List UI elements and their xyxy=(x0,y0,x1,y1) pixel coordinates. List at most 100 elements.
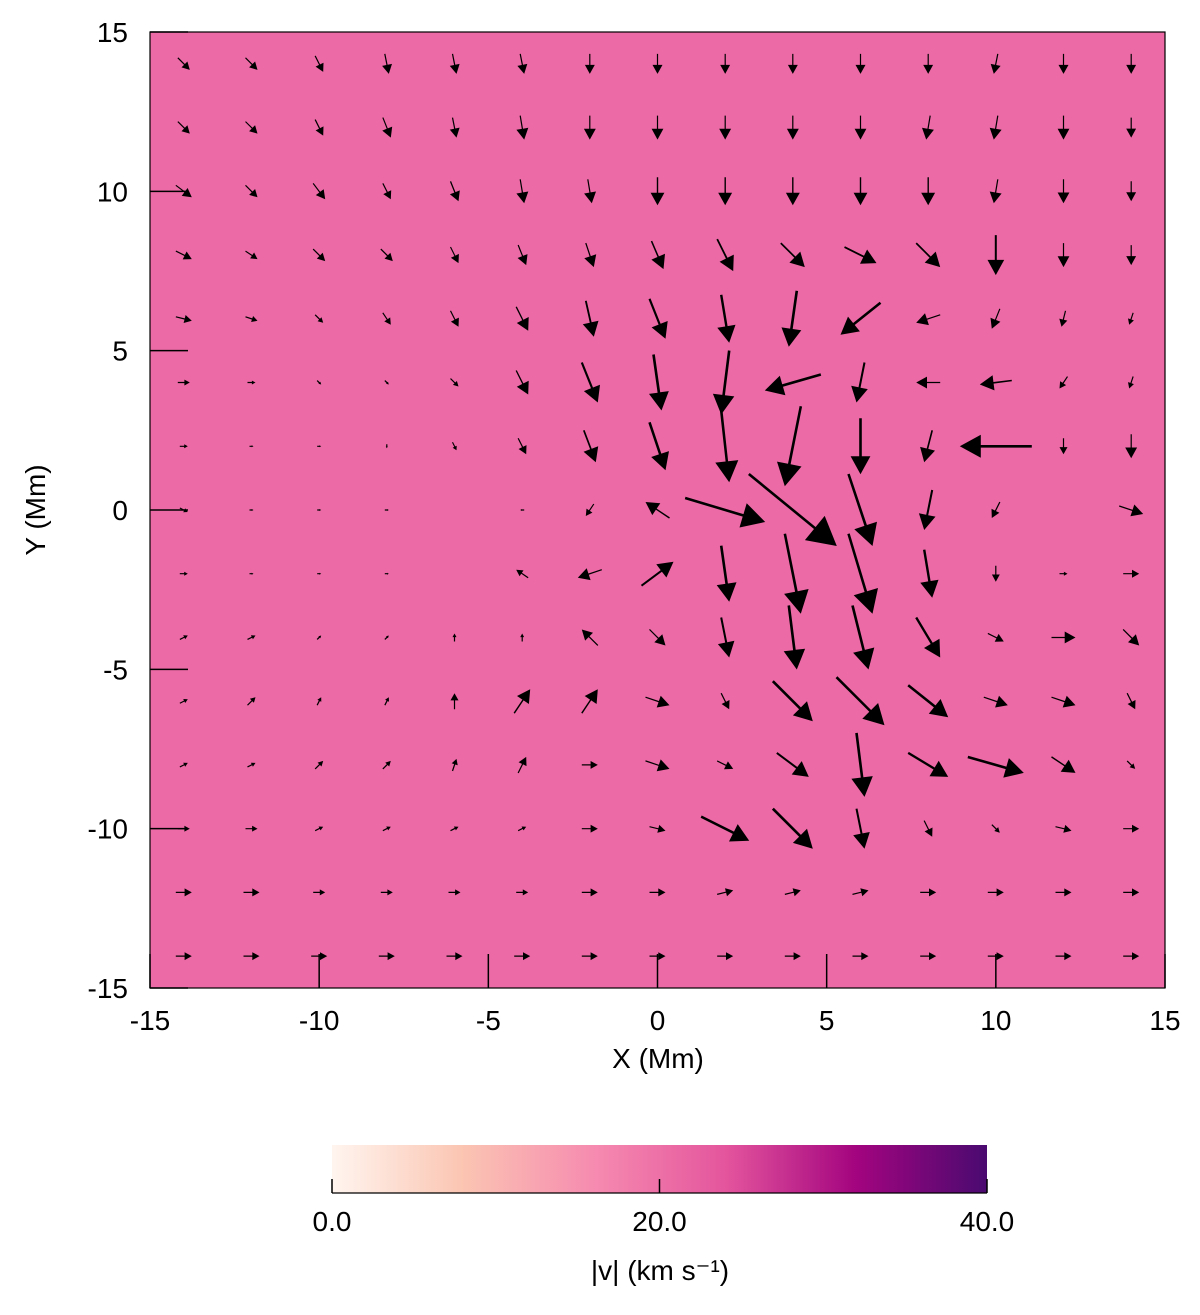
arrow xyxy=(855,53,866,74)
arrow xyxy=(314,55,324,72)
arrow xyxy=(317,509,322,511)
arrow xyxy=(649,888,666,897)
arrow xyxy=(784,888,801,897)
arrow xyxy=(583,115,596,140)
arrow xyxy=(784,952,801,961)
y-tick-label: 0 xyxy=(112,495,128,526)
arrow xyxy=(175,250,192,260)
arrow xyxy=(314,314,324,323)
arrow xyxy=(448,889,461,896)
arrow xyxy=(922,115,934,140)
x-tick-label: 15 xyxy=(1149,1005,1180,1036)
arrow xyxy=(1123,569,1140,578)
arrow xyxy=(853,808,870,849)
arrow xyxy=(1122,629,1140,646)
arrow xyxy=(385,444,388,449)
arrow xyxy=(581,761,598,769)
arrow xyxy=(177,121,190,134)
arrow xyxy=(771,680,813,722)
arrow xyxy=(175,315,192,323)
arrow xyxy=(452,442,457,451)
arrow xyxy=(249,445,254,448)
arrow xyxy=(748,473,837,546)
arrow xyxy=(384,635,389,640)
arrow xyxy=(179,635,188,640)
x-tick-label: 0 xyxy=(650,1005,666,1036)
arrow xyxy=(243,888,260,897)
arrow xyxy=(583,430,599,463)
arrow xyxy=(650,240,665,270)
arrow xyxy=(382,183,392,200)
arrow xyxy=(1057,115,1070,140)
arrow xyxy=(1059,438,1068,455)
arrow xyxy=(580,362,600,403)
arrow xyxy=(1123,952,1140,961)
arrow xyxy=(1057,179,1070,204)
arrow xyxy=(179,699,188,704)
arrow xyxy=(1058,53,1069,74)
arrow xyxy=(313,889,326,896)
arrow xyxy=(979,375,1012,391)
arrow xyxy=(787,53,798,74)
arrow xyxy=(581,629,599,646)
arrow xyxy=(517,438,527,455)
arrow xyxy=(312,183,326,200)
y-tick-label: 10 xyxy=(97,176,128,207)
arrow xyxy=(847,533,878,614)
arrow xyxy=(1051,756,1076,773)
arrow xyxy=(1126,117,1137,138)
arrow xyxy=(717,888,734,897)
y-tick-label: 5 xyxy=(112,336,128,367)
arrow xyxy=(1128,376,1134,389)
arrow xyxy=(1126,245,1137,266)
arrow xyxy=(1051,631,1076,644)
x-tick-label: 10 xyxy=(980,1005,1011,1036)
arrow xyxy=(847,473,877,546)
arrow xyxy=(990,53,1001,74)
arrow xyxy=(652,53,663,74)
arrow xyxy=(245,825,258,832)
arrow xyxy=(384,572,389,575)
arrow xyxy=(718,177,733,206)
arrow xyxy=(1126,760,1136,769)
x-axis-label: X (Mm) xyxy=(612,1043,704,1074)
arrow xyxy=(716,238,734,272)
arrow xyxy=(1057,243,1070,268)
arrow xyxy=(853,177,868,206)
arrow xyxy=(920,549,939,598)
arrow xyxy=(450,246,459,264)
arrow xyxy=(1128,312,1134,325)
arrow xyxy=(650,177,665,206)
arrow xyxy=(987,632,1004,642)
arrow xyxy=(648,298,668,339)
arrow xyxy=(585,503,595,516)
arrow xyxy=(715,410,739,483)
colorbar-tick-label: 40.0 xyxy=(960,1206,1015,1237)
arrow xyxy=(1059,310,1068,327)
arrow xyxy=(515,370,529,395)
arrow xyxy=(907,751,949,777)
arrow xyxy=(584,242,597,268)
arrow xyxy=(177,379,190,386)
arrow xyxy=(916,376,941,389)
arrow xyxy=(651,115,664,140)
arrow xyxy=(384,509,389,511)
colorbar-tick-label: 20.0 xyxy=(632,1206,687,1237)
arrow xyxy=(249,509,254,511)
arrow xyxy=(1119,504,1144,517)
arrow xyxy=(649,629,666,646)
arrow xyxy=(851,605,875,670)
arrow xyxy=(720,692,730,710)
arrow xyxy=(450,693,459,710)
y-tick-label: 15 xyxy=(97,17,128,48)
arrow xyxy=(920,888,937,897)
arrow xyxy=(852,952,869,961)
arrow xyxy=(450,378,459,387)
arrow xyxy=(312,248,326,262)
arrow xyxy=(515,306,529,331)
arrow xyxy=(380,248,393,262)
arrow xyxy=(1051,695,1076,708)
arrow xyxy=(517,53,528,74)
arrow xyxy=(921,177,936,206)
arrow xyxy=(581,888,598,897)
